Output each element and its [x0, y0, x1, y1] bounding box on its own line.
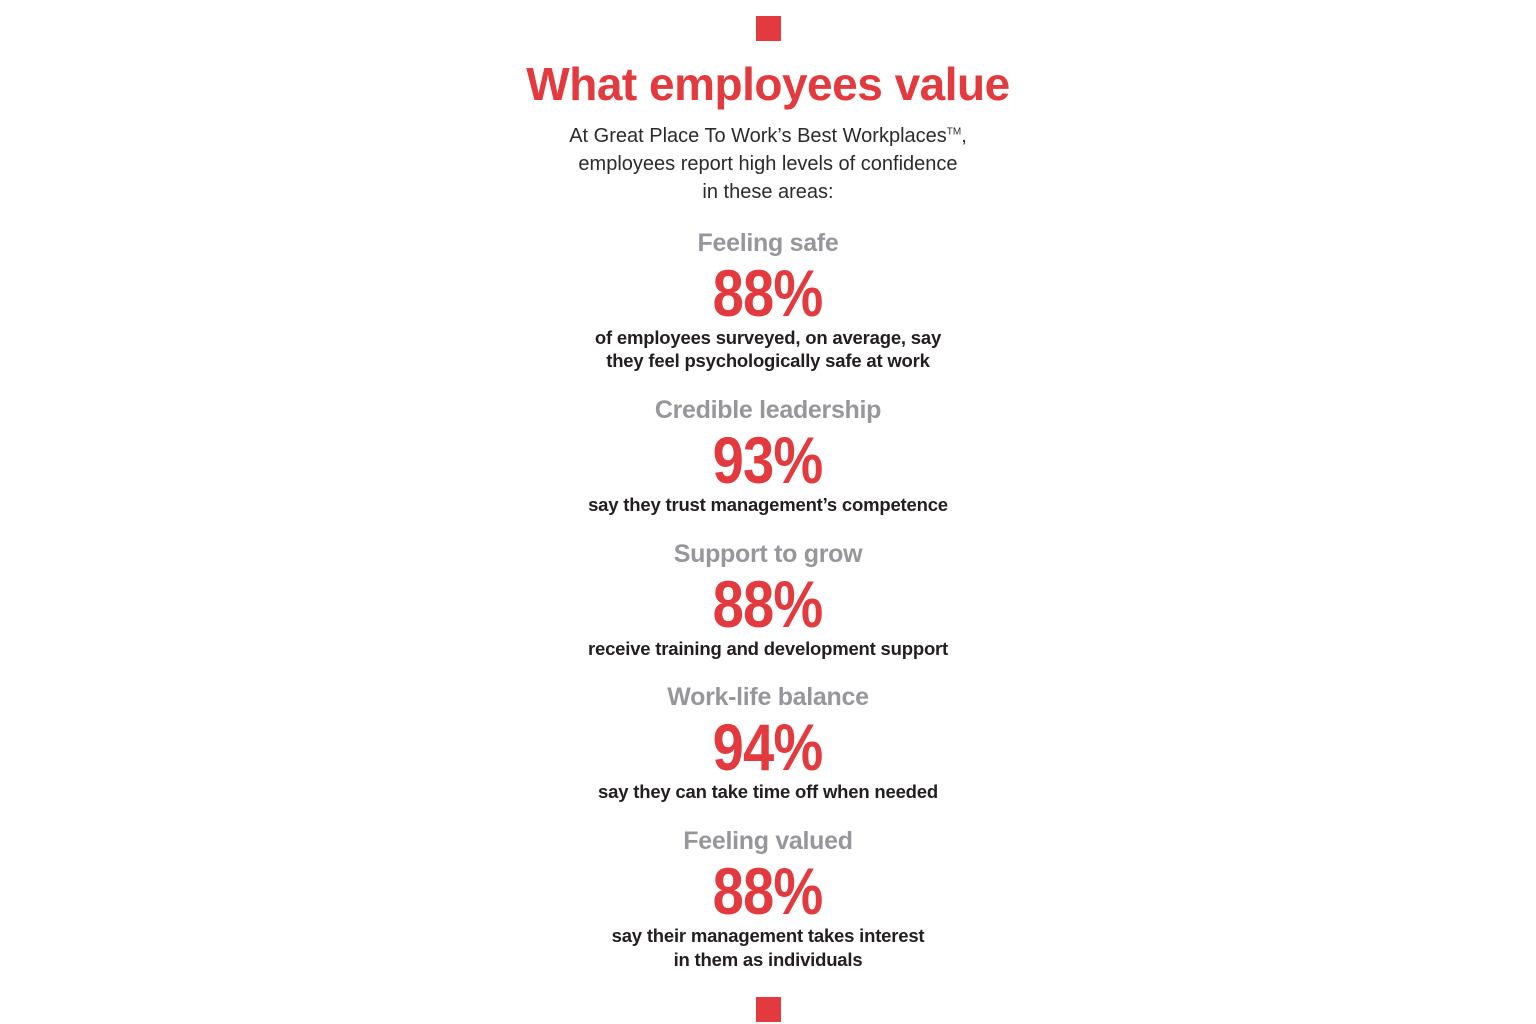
stat-description: say they can take time off when needed — [598, 780, 938, 804]
stat-block-credible-leadership: Credible leadership 93% say they trust m… — [588, 395, 948, 517]
subtitle-line-1: At Great Place To Work’s Best Workplaces… — [569, 122, 967, 150]
stat-description-line-2: they feel psychologically safe at work — [606, 350, 930, 372]
stat-description: say their management takes interest in t… — [612, 924, 925, 971]
stat-description-line-1: say they can take time off when needed — [598, 781, 938, 803]
stat-block-work-life-balance: Work-life balance 94% say they can take … — [598, 682, 938, 804]
stat-description-line-1: say their management takes interest — [611, 924, 925, 946]
stat-value: 88% — [713, 566, 824, 641]
page-subtitle: At Great Place To Work’s Best Workplaces… — [569, 122, 967, 206]
stat-block-support-to-grow: Support to grow 88% receive training and… — [588, 539, 948, 661]
stat-value: 93% — [713, 422, 824, 497]
stat-description: receive training and development support — [588, 637, 948, 661]
stat-description-line-1: of employees surveyed, on average, say — [594, 326, 942, 348]
stat-description: say they trust management’s competence — [588, 493, 948, 517]
stat-value: 94% — [713, 710, 824, 785]
stat-description-line-1: say they trust management’s competence — [588, 493, 948, 515]
red-square-marker-bottom — [755, 997, 781, 1023]
subtitle-line-2: employees report high levels of confiden… — [578, 152, 958, 175]
red-square-marker-top — [755, 16, 781, 41]
stat-description-line-1: receive training and development support — [587, 637, 949, 659]
stat-block-feeling-valued: Feeling valued 88% say their management … — [612, 826, 925, 971]
subtitle-line-1-text: At Great Place To Work’s Best Workplaces — [569, 124, 947, 147]
stat-value: 88% — [713, 255, 824, 330]
stat-description-line-2: in them as individuals — [673, 948, 863, 970]
stat-category: Credible leadership — [654, 395, 882, 424]
stat-category: Support to grow — [673, 539, 863, 568]
subtitle-line-3: in these areas: — [702, 180, 834, 203]
page-title: What employees value — [526, 58, 1010, 110]
trademark-symbol: TM — [946, 125, 962, 137]
stat-category: Work-life balance — [667, 683, 869, 712]
stat-description: of employees surveyed, on average, say t… — [595, 326, 941, 373]
stat-block-feeling-safe: Feeling safe 88% of employees surveyed, … — [595, 228, 941, 373]
subtitle-line-1-comma: , — [961, 124, 967, 147]
stat-category: Feeling safe — [697, 228, 839, 257]
stat-value: 88% — [713, 853, 824, 928]
stat-category: Feeling valued — [683, 826, 853, 855]
